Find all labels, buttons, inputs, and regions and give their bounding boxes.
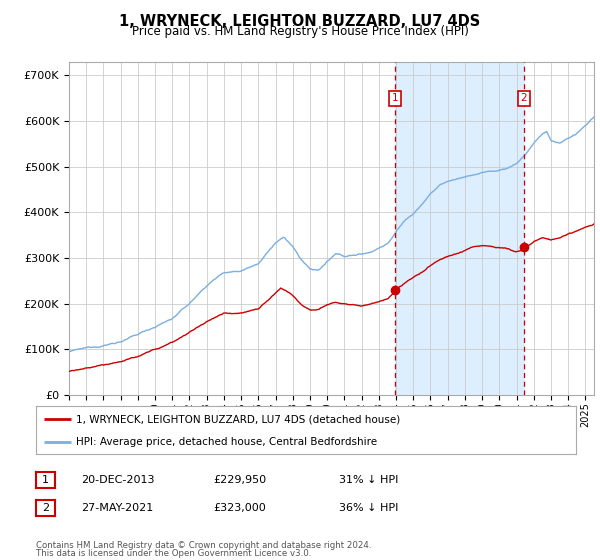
Text: This data is licensed under the Open Government Licence v3.0.: This data is licensed under the Open Gov… [36,549,311,558]
Text: HPI: Average price, detached house, Central Bedfordshire: HPI: Average price, detached house, Cent… [77,437,377,447]
Text: Price paid vs. HM Land Registry's House Price Index (HPI): Price paid vs. HM Land Registry's House … [131,25,469,38]
Text: 1: 1 [42,475,49,485]
Text: 20-DEC-2013: 20-DEC-2013 [81,475,155,485]
Text: Contains HM Land Registry data © Crown copyright and database right 2024.: Contains HM Land Registry data © Crown c… [36,541,371,550]
Text: 2: 2 [42,503,49,513]
Text: 2: 2 [520,94,527,103]
Text: 31% ↓ HPI: 31% ↓ HPI [339,475,398,485]
Text: 1: 1 [392,94,398,103]
Text: £229,950: £229,950 [213,475,266,485]
Text: 1, WRYNECK, LEIGHTON BUZZARD, LU7 4DS (detached house): 1, WRYNECK, LEIGHTON BUZZARD, LU7 4DS (d… [77,414,401,424]
Bar [395,62,524,395]
Text: £323,000: £323,000 [213,503,266,513]
Text: 27-MAY-2021: 27-MAY-2021 [81,503,153,513]
Text: 1, WRYNECK, LEIGHTON BUZZARD, LU7 4DS: 1, WRYNECK, LEIGHTON BUZZARD, LU7 4DS [119,14,481,29]
Text: 36% ↓ HPI: 36% ↓ HPI [339,503,398,513]
